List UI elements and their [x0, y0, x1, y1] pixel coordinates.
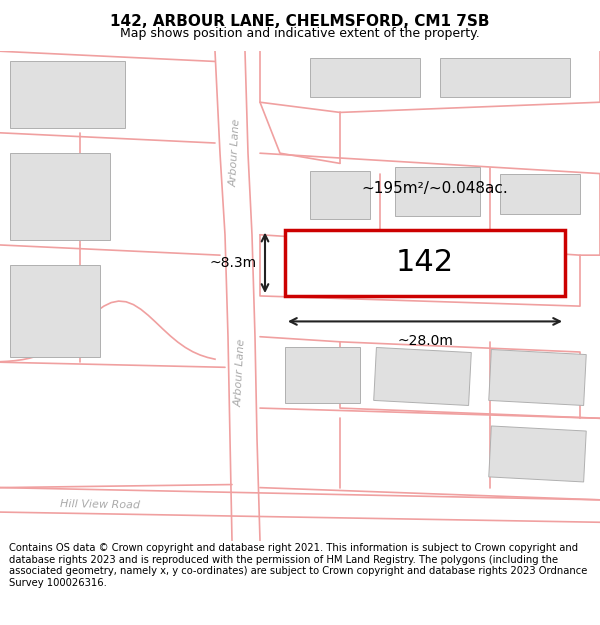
- Text: Map shows position and indicative extent of the property.: Map shows position and indicative extent…: [120, 27, 480, 40]
- Text: ~28.0m: ~28.0m: [397, 334, 453, 348]
- Bar: [440, 58, 570, 97]
- Bar: [500, 174, 580, 214]
- Bar: [374, 348, 471, 406]
- Bar: [489, 426, 586, 482]
- Text: Arbour Lane: Arbour Lane: [233, 338, 247, 407]
- Bar: [310, 58, 420, 97]
- Bar: [395, 168, 480, 216]
- Bar: [489, 349, 586, 406]
- Text: ~195m²/~0.048ac.: ~195m²/~0.048ac.: [362, 181, 508, 196]
- Text: ~8.3m: ~8.3m: [210, 256, 257, 270]
- Text: 142: 142: [396, 248, 454, 278]
- Bar: [310, 171, 370, 219]
- Text: 142, ARBOUR LANE, CHELMSFORD, CM1 7SB: 142, ARBOUR LANE, CHELMSFORD, CM1 7SB: [110, 14, 490, 29]
- Bar: [10, 153, 110, 240]
- Text: Arbour Lane: Arbour Lane: [228, 119, 242, 188]
- Bar: [10, 61, 125, 127]
- Text: Contains OS data © Crown copyright and database right 2021. This information is : Contains OS data © Crown copyright and d…: [9, 543, 587, 588]
- Bar: [10, 266, 100, 357]
- Bar: [285, 229, 565, 296]
- Bar: [285, 347, 360, 403]
- Text: Hill View Road: Hill View Road: [60, 499, 140, 511]
